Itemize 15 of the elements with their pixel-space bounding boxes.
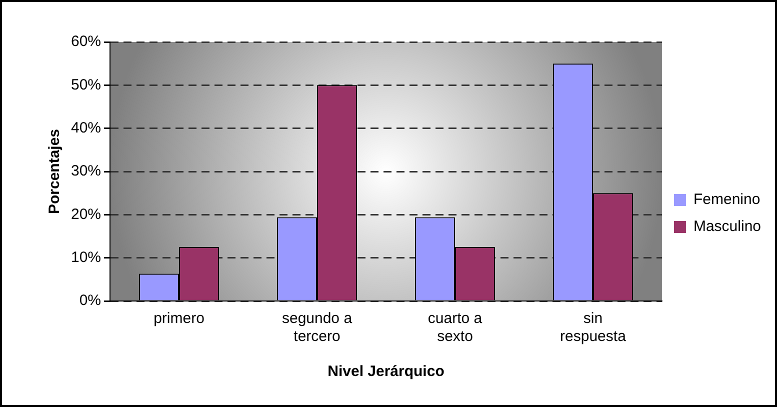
- y-tick-label: 0%: [79, 292, 102, 310]
- legend-label: Femenino: [693, 191, 760, 208]
- x-axis-title: Nivel Jerárquico: [328, 363, 444, 380]
- legend-label: Masculino: [693, 218, 761, 236]
- x-tick-label: primero: [154, 310, 204, 328]
- x-tick-label: sin respuesta: [560, 310, 627, 346]
- x-tick-label: segundo a tercero: [282, 310, 353, 346]
- y-tick-label: 60%: [70, 33, 102, 50]
- x-tick-label: cuarto a sexto: [428, 310, 483, 346]
- y-tick-label: 40%: [70, 119, 102, 136]
- y-tick-label: 50%: [70, 76, 102, 94]
- y-axis-title: Porcentajes: [46, 128, 64, 214]
- y-tick-label: 20%: [70, 206, 102, 223]
- y-tick-label: 30%: [70, 162, 102, 180]
- y-tick-label: 10%: [70, 248, 102, 266]
